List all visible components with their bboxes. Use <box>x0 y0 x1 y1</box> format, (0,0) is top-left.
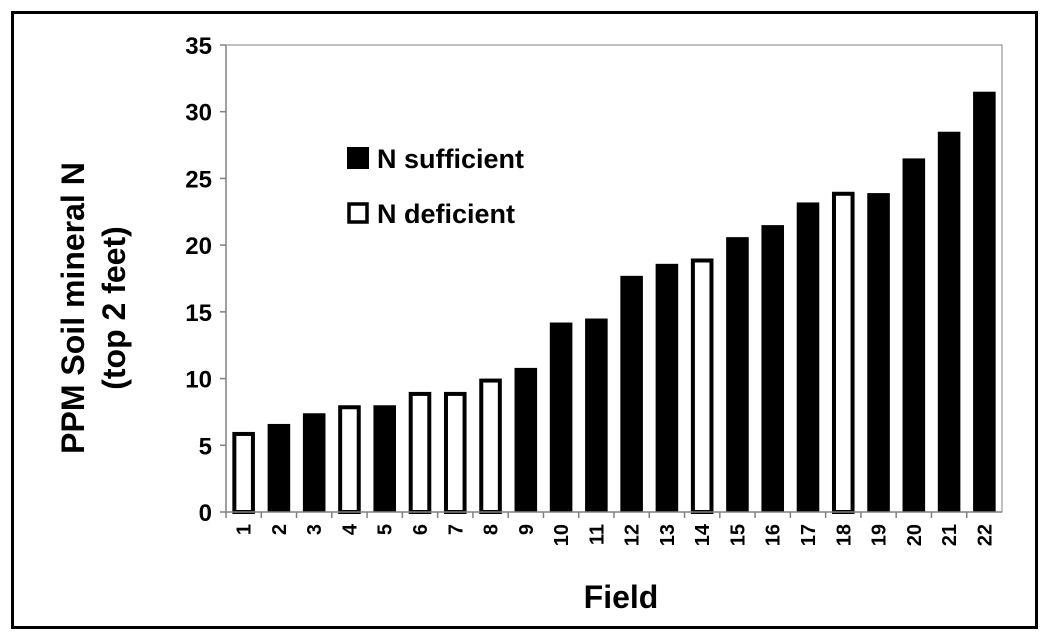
bar-field-22 <box>973 91 996 512</box>
x-tick-label: 8 <box>481 524 503 535</box>
bar-field-6 <box>408 391 432 514</box>
x-axis-title: Field <box>584 579 659 615</box>
bars-group <box>232 91 996 515</box>
y-tick-label: 0 <box>199 500 212 527</box>
x-tick-label: 16 <box>763 524 785 546</box>
x-tick-label: 20 <box>904 524 926 546</box>
y-tick-label: 15 <box>185 300 212 327</box>
bar-field-3 <box>302 413 326 512</box>
x-tick-label: 14 <box>692 523 714 546</box>
bar-field-16 <box>761 225 785 512</box>
y-tick-label: 30 <box>185 100 212 127</box>
bar-field-18 <box>831 191 855 514</box>
bar-field-14 <box>690 258 714 514</box>
y-ticks-group: 0 5 10 15 20 25 30 35 <box>185 33 226 527</box>
bar-field-11 <box>585 318 608 512</box>
bar-field-20 <box>902 158 926 512</box>
x-tick-label: 2 <box>269 524 291 535</box>
bar-field-10 <box>549 322 573 512</box>
legend-swatch-sufficient <box>347 147 369 169</box>
bar-field-9 <box>514 367 538 512</box>
bar-field-21 <box>937 131 961 512</box>
x-tick-label: 4 <box>339 523 361 535</box>
bar-field-15 <box>726 237 749 512</box>
y-axis-title-line2: (top 2 feet) <box>96 226 132 390</box>
y-axis-title-line1: PPM Soil mineral N <box>55 162 91 454</box>
bar-field-17 <box>796 202 820 512</box>
legend-label-sufficient: N sufficient <box>377 144 524 174</box>
x-tick-label: 18 <box>833 524 855 546</box>
x-tick-label: 22 <box>974 524 996 546</box>
bar-field-5 <box>373 405 397 512</box>
bar-field-13 <box>655 263 679 512</box>
bar-field-2 <box>267 423 291 512</box>
x-tick-label: 3 <box>304 524 326 535</box>
x-tick-label: 5 <box>375 524 397 535</box>
x-tick-label: 19 <box>869 524 891 546</box>
x-ticks-group: 1 2 3 4 5 6 7 8 9 10 11 12 13 14 15 16 17 18 19 20 21 22 <box>225 512 996 546</box>
y-tick-label: 25 <box>185 166 212 193</box>
bar-field-1 <box>232 431 255 515</box>
legend: N sufficient N deficient <box>347 144 524 229</box>
legend-label-deficient: N deficient <box>377 199 515 229</box>
x-tick-label: 12 <box>622 524 644 546</box>
y-tick-label: 20 <box>185 233 212 260</box>
legend-swatch-deficient <box>347 202 369 224</box>
y-tick-label: 10 <box>185 367 212 394</box>
x-tick-label: 15 <box>727 524 749 546</box>
bar-field-4 <box>338 405 361 514</box>
x-tick-label: 11 <box>586 524 608 545</box>
y-tick-label: 35 <box>185 33 212 60</box>
y-axis-title: PPM Soil mineral N (top 2 feet) <box>55 162 132 454</box>
x-tick-label: 17 <box>798 524 820 546</box>
x-tick-label: 21 <box>939 524 961 546</box>
bar-field-12 <box>620 275 643 512</box>
x-tick-label: 13 <box>657 524 679 546</box>
bar-field-7 <box>443 391 467 514</box>
y-tick-label: 5 <box>199 433 212 460</box>
x-tick-label: 7 <box>445 524 467 535</box>
chart-frame <box>11 11 1038 629</box>
bar-field-8 <box>479 378 502 515</box>
x-tick-label: 10 <box>551 524 573 546</box>
x-tick-label: 9 <box>516 524 538 535</box>
bar-field-19 <box>867 193 890 512</box>
x-tick-label: 1 <box>234 524 256 535</box>
x-tick-label: 6 <box>410 524 432 535</box>
